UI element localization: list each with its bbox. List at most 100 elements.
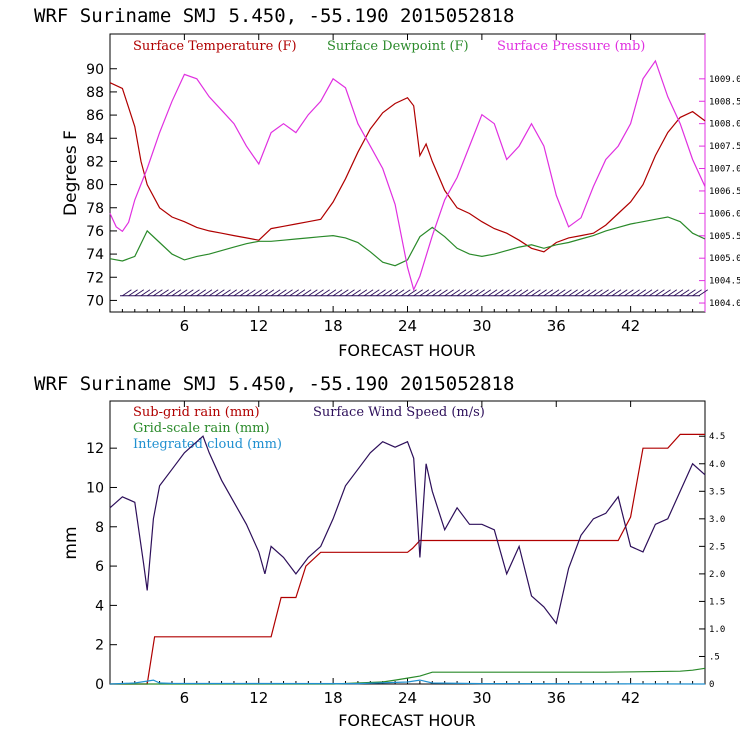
wind-barb bbox=[332, 289, 343, 297]
series-line-integrated-cloud-mm bbox=[109, 679, 706, 685]
wind-barb bbox=[636, 289, 647, 297]
wind-barb bbox=[574, 289, 585, 297]
y2-tick-label: 1.5 bbox=[709, 597, 725, 607]
y2-tick-label: 1004.0 bbox=[709, 299, 740, 309]
x-axis-label: FORECAST HOUR bbox=[338, 711, 476, 730]
y-tick-label: 0 bbox=[95, 677, 104, 693]
y-tick-label: 76 bbox=[86, 224, 104, 240]
y2-tick-label: 1007.0 bbox=[709, 165, 740, 175]
wind-barb bbox=[586, 289, 597, 297]
wind-barb bbox=[568, 289, 578, 297]
wind-barb bbox=[177, 289, 188, 297]
wind-barb bbox=[648, 289, 659, 297]
wind-barb bbox=[605, 289, 616, 297]
wind-barb bbox=[184, 289, 194, 297]
wind-barb bbox=[227, 289, 238, 297]
wind-barb bbox=[456, 289, 467, 297]
wind-barb bbox=[146, 289, 157, 297]
wind-barbs bbox=[120, 289, 709, 297]
series-lines bbox=[109, 433, 706, 685]
wind-barb bbox=[419, 289, 430, 297]
series-line-surface-dewpoint-f bbox=[109, 216, 706, 267]
y-tick-label: 8 bbox=[95, 520, 104, 536]
wind-barb bbox=[450, 289, 461, 297]
y2-ticks: 0 .5 1.0 1.5 2.0 2.5 3.0 3.5 4.0 4.5 bbox=[699, 432, 725, 690]
series-line-sub-grid-rain-mm bbox=[110, 433, 705, 685]
legend-dewpoint: Surface Dewpoint (F) bbox=[327, 39, 469, 54]
wind-barb bbox=[283, 289, 293, 297]
y-tick-label: 80 bbox=[86, 178, 104, 194]
wind-barb bbox=[667, 289, 678, 297]
wind-barb bbox=[134, 289, 145, 297]
x-tick-label: 36 bbox=[547, 689, 566, 707]
x-ticks: 6 12 18 24 30 36 42 bbox=[121, 34, 694, 335]
wind-barb bbox=[357, 289, 368, 297]
wind-barb bbox=[159, 289, 169, 297]
y2-tick-label: 4.5 bbox=[709, 432, 725, 442]
wind-barb bbox=[525, 289, 535, 297]
wind-barb bbox=[692, 289, 702, 297]
wind-barb bbox=[208, 289, 219, 297]
legend-subgrid-rain: Sub-grid rain (mm) bbox=[133, 405, 260, 420]
wind-barb bbox=[537, 289, 547, 297]
x-tick-label: 36 bbox=[547, 317, 566, 335]
wind-barb bbox=[153, 289, 163, 297]
wind-barb bbox=[345, 289, 355, 297]
x-tick-label: 12 bbox=[249, 317, 268, 335]
x-tick-label: 18 bbox=[324, 317, 343, 335]
series-lines bbox=[109, 59, 706, 292]
x-tick-label: 30 bbox=[472, 317, 491, 335]
wind-barb bbox=[611, 289, 622, 297]
y-tick-label: 78 bbox=[86, 201, 104, 217]
wind-barb bbox=[289, 289, 299, 297]
y2-tick-label: 1004.5 bbox=[709, 277, 740, 287]
y2-tick-label: 1009.0 bbox=[709, 75, 740, 85]
y-tick-label: 12 bbox=[86, 441, 104, 457]
temperature-pressure-panel: WRF Suriname SMJ 5.450, -55.190 20150528… bbox=[34, 5, 740, 360]
x-tick-label: 30 bbox=[472, 689, 491, 707]
wind-barb bbox=[140, 289, 151, 297]
legend: Sub-grid rain (mm) Grid-scale rain (mm) … bbox=[133, 405, 485, 452]
y2-tick-label: 0 bbox=[709, 680, 714, 690]
y-tick-label: 2 bbox=[95, 638, 104, 654]
y2-tick-label: 1006.5 bbox=[709, 187, 740, 197]
wind-barb bbox=[363, 289, 374, 297]
y2-tick-label: 1.0 bbox=[709, 625, 725, 635]
wind-barb bbox=[407, 289, 417, 297]
legend-gridscale-rain: Grid-scale rain (mm) bbox=[133, 421, 270, 436]
y-tick-label: 90 bbox=[86, 62, 104, 78]
rain-wind-panel: WRF Suriname SMJ 5.450, -55.190 20150528… bbox=[34, 373, 725, 730]
legend-integrated-cloud: Integrated cloud (mm) bbox=[133, 437, 282, 452]
wind-barb bbox=[531, 289, 541, 297]
wind-barb bbox=[264, 289, 275, 297]
wind-barb bbox=[252, 289, 262, 297]
wind-barb bbox=[308, 289, 318, 297]
wind-barb bbox=[295, 289, 306, 297]
wind-barb bbox=[599, 289, 609, 297]
series-line-surface-temperature-f bbox=[109, 82, 706, 253]
wind-barb bbox=[475, 289, 485, 297]
wind-barb bbox=[673, 289, 684, 297]
wind-barb bbox=[413, 289, 423, 297]
y-tick-label: 74 bbox=[86, 247, 104, 263]
wind-barb bbox=[444, 289, 454, 297]
wind-barb bbox=[270, 289, 281, 297]
wind-barb bbox=[196, 289, 207, 297]
wind-barb bbox=[518, 289, 529, 297]
wind-barb bbox=[376, 289, 386, 297]
plot-frame bbox=[109, 33, 706, 313]
x-tick-label: 12 bbox=[249, 689, 268, 707]
wind-barb bbox=[543, 289, 554, 297]
wind-barb bbox=[549, 289, 560, 297]
y2-tick-label: 1008.5 bbox=[709, 97, 740, 107]
wind-barb bbox=[463, 289, 473, 297]
panel-title: WRF Suriname SMJ 5.450, -55.190 20150528… bbox=[34, 5, 514, 27]
legend-pressure: Surface Pressure (mb) bbox=[497, 39, 645, 54]
legend-wind-speed: Surface Wind Speed (m/s) bbox=[313, 405, 485, 420]
wind-barb bbox=[128, 289, 138, 297]
wind-barb bbox=[500, 289, 510, 297]
y2-tick-label: 1008.0 bbox=[709, 120, 740, 130]
wind-barb bbox=[506, 289, 516, 297]
wind-barb bbox=[320, 289, 330, 297]
wind-barb bbox=[630, 289, 640, 297]
